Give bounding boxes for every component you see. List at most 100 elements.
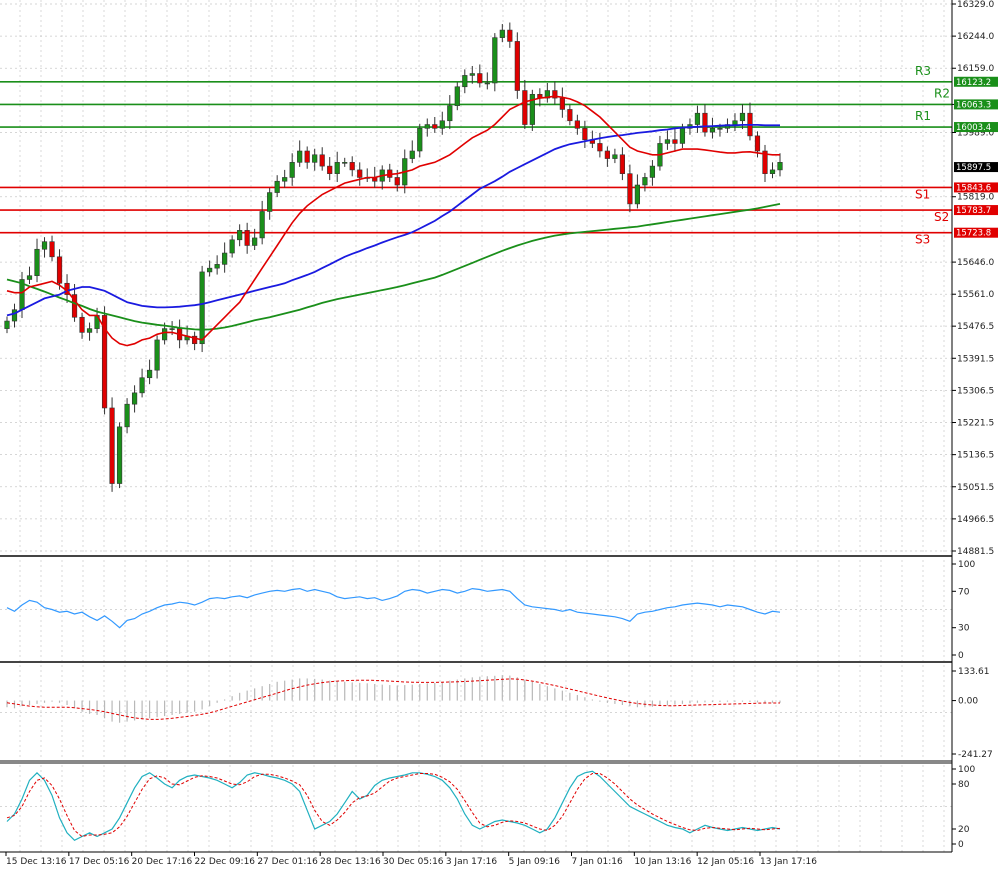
candle-body	[582, 128, 588, 140]
macd-signal-line	[6, 678, 780, 720]
candle-body	[394, 177, 400, 186]
macd-panel	[6, 675, 781, 723]
candle-body	[439, 120, 445, 129]
current-price-label: 15897.5	[956, 163, 991, 173]
candle-body	[694, 112, 701, 125]
ma-green-line	[6, 203, 781, 331]
price-tick-label: 15989.0	[957, 128, 994, 138]
candle-body	[522, 90, 528, 125]
candle-body	[492, 37, 498, 84]
level-tag-label: 15723.8	[956, 229, 991, 239]
level-tag-bg	[954, 76, 998, 87]
candle-body	[252, 237, 258, 246]
rsi-panel	[6, 587, 781, 629]
stochastic-k-line	[6, 770, 781, 842]
candle-body	[732, 120, 738, 125]
candle-body	[499, 29, 505, 38]
candle-body	[79, 316, 85, 333]
candle-body	[86, 328, 93, 333]
candle-body	[709, 128, 716, 133]
candle-body	[717, 128, 723, 130]
level-label-s1: S1	[915, 187, 930, 201]
level-label-r3: R3	[915, 64, 931, 78]
candle-body	[259, 211, 265, 239]
panel-separator	[0, 661, 952, 663]
price-tick-label: 15646.0	[957, 258, 994, 268]
candle-body	[664, 139, 671, 144]
price-tick-label: 15221.5	[957, 419, 994, 429]
candle-body	[199, 271, 205, 345]
grid-lines	[0, 0, 952, 852]
stochastic-panel	[6, 770, 781, 842]
candle-body	[672, 139, 678, 144]
candle-body	[424, 124, 430, 129]
candle-body	[4, 320, 10, 329]
candle-body	[222, 252, 228, 265]
candle-body	[26, 275, 33, 280]
price-tick-label: 15306.5	[957, 386, 994, 396]
candle-body	[349, 162, 355, 171]
candle-body	[207, 267, 213, 273]
level-tag-bg	[954, 99, 998, 110]
candle-body	[507, 29, 513, 42]
price-tick-label: 14966.5	[957, 515, 994, 525]
time-tick-label: 15 Dec 13:16	[6, 857, 67, 867]
candle-body	[289, 162, 295, 178]
candle-body	[612, 154, 618, 159]
candle-body	[552, 90, 558, 99]
candle-body	[529, 94, 535, 125]
candle-body	[267, 192, 273, 212]
candle-body	[131, 392, 138, 405]
time-tick-label: 5 Jan 09:16	[509, 857, 561, 867]
candle-body	[597, 143, 603, 152]
price-tick-label: 16329.0	[957, 0, 994, 10]
candle-body	[619, 154, 625, 174]
candle-body	[319, 154, 325, 167]
candle-body	[469, 73, 475, 76]
candle-body	[192, 335, 198, 345]
candle-body	[454, 86, 460, 106]
macd-tick-label: -241.27	[958, 750, 993, 760]
level-label-r1: R1	[915, 109, 931, 123]
price-tick-label: 16159.0	[957, 64, 994, 74]
candle-body	[484, 82, 490, 85]
rsi-tick-label: 0	[958, 651, 964, 661]
candle-body	[146, 369, 153, 379]
candle-body	[237, 230, 243, 241]
ma-blue-line	[6, 124, 780, 317]
time-tick-label: 10 Jan 13:16	[634, 857, 691, 867]
candle-body	[567, 109, 573, 122]
candle-body	[477, 73, 483, 84]
time-tick-label: 20 Dec 17:16	[132, 857, 193, 867]
candle-body	[627, 173, 633, 205]
candle-body	[71, 294, 78, 318]
candle-body	[34, 248, 40, 277]
candle-body	[604, 150, 610, 159]
price-tick-label: 15476.5	[957, 322, 994, 332]
candle-body	[559, 97, 565, 110]
candle-body	[282, 177, 288, 182]
price-tick-label: 16244.0	[957, 32, 994, 42]
candle-body	[162, 328, 168, 341]
candle-body	[702, 112, 708, 133]
candle-body	[101, 315, 108, 409]
time-tick-label: 27 Dec 01:16	[257, 857, 318, 867]
macd-tick-label: 133.61	[958, 667, 990, 677]
candle-body	[777, 162, 783, 171]
stochastic-d-line	[6, 773, 781, 838]
candle-body	[642, 177, 648, 186]
level-tag-label: 15843.6	[956, 183, 991, 193]
time-tick-label: 30 Dec 05:16	[383, 857, 444, 867]
panel-separator	[0, 760, 952, 764]
candle-body	[109, 407, 115, 484]
time-tick-label: 12 Jan 05:16	[697, 857, 754, 867]
level-tag-label: 16123.2	[956, 78, 991, 88]
candle-body	[417, 128, 423, 152]
time-tick-label: 28 Dec 13:16	[320, 857, 381, 867]
candle-body	[327, 165, 333, 174]
candle-body	[312, 154, 318, 163]
time-tick-label: 22 Dec 09:16	[195, 857, 256, 867]
price-tick-label: 15136.5	[957, 451, 994, 461]
